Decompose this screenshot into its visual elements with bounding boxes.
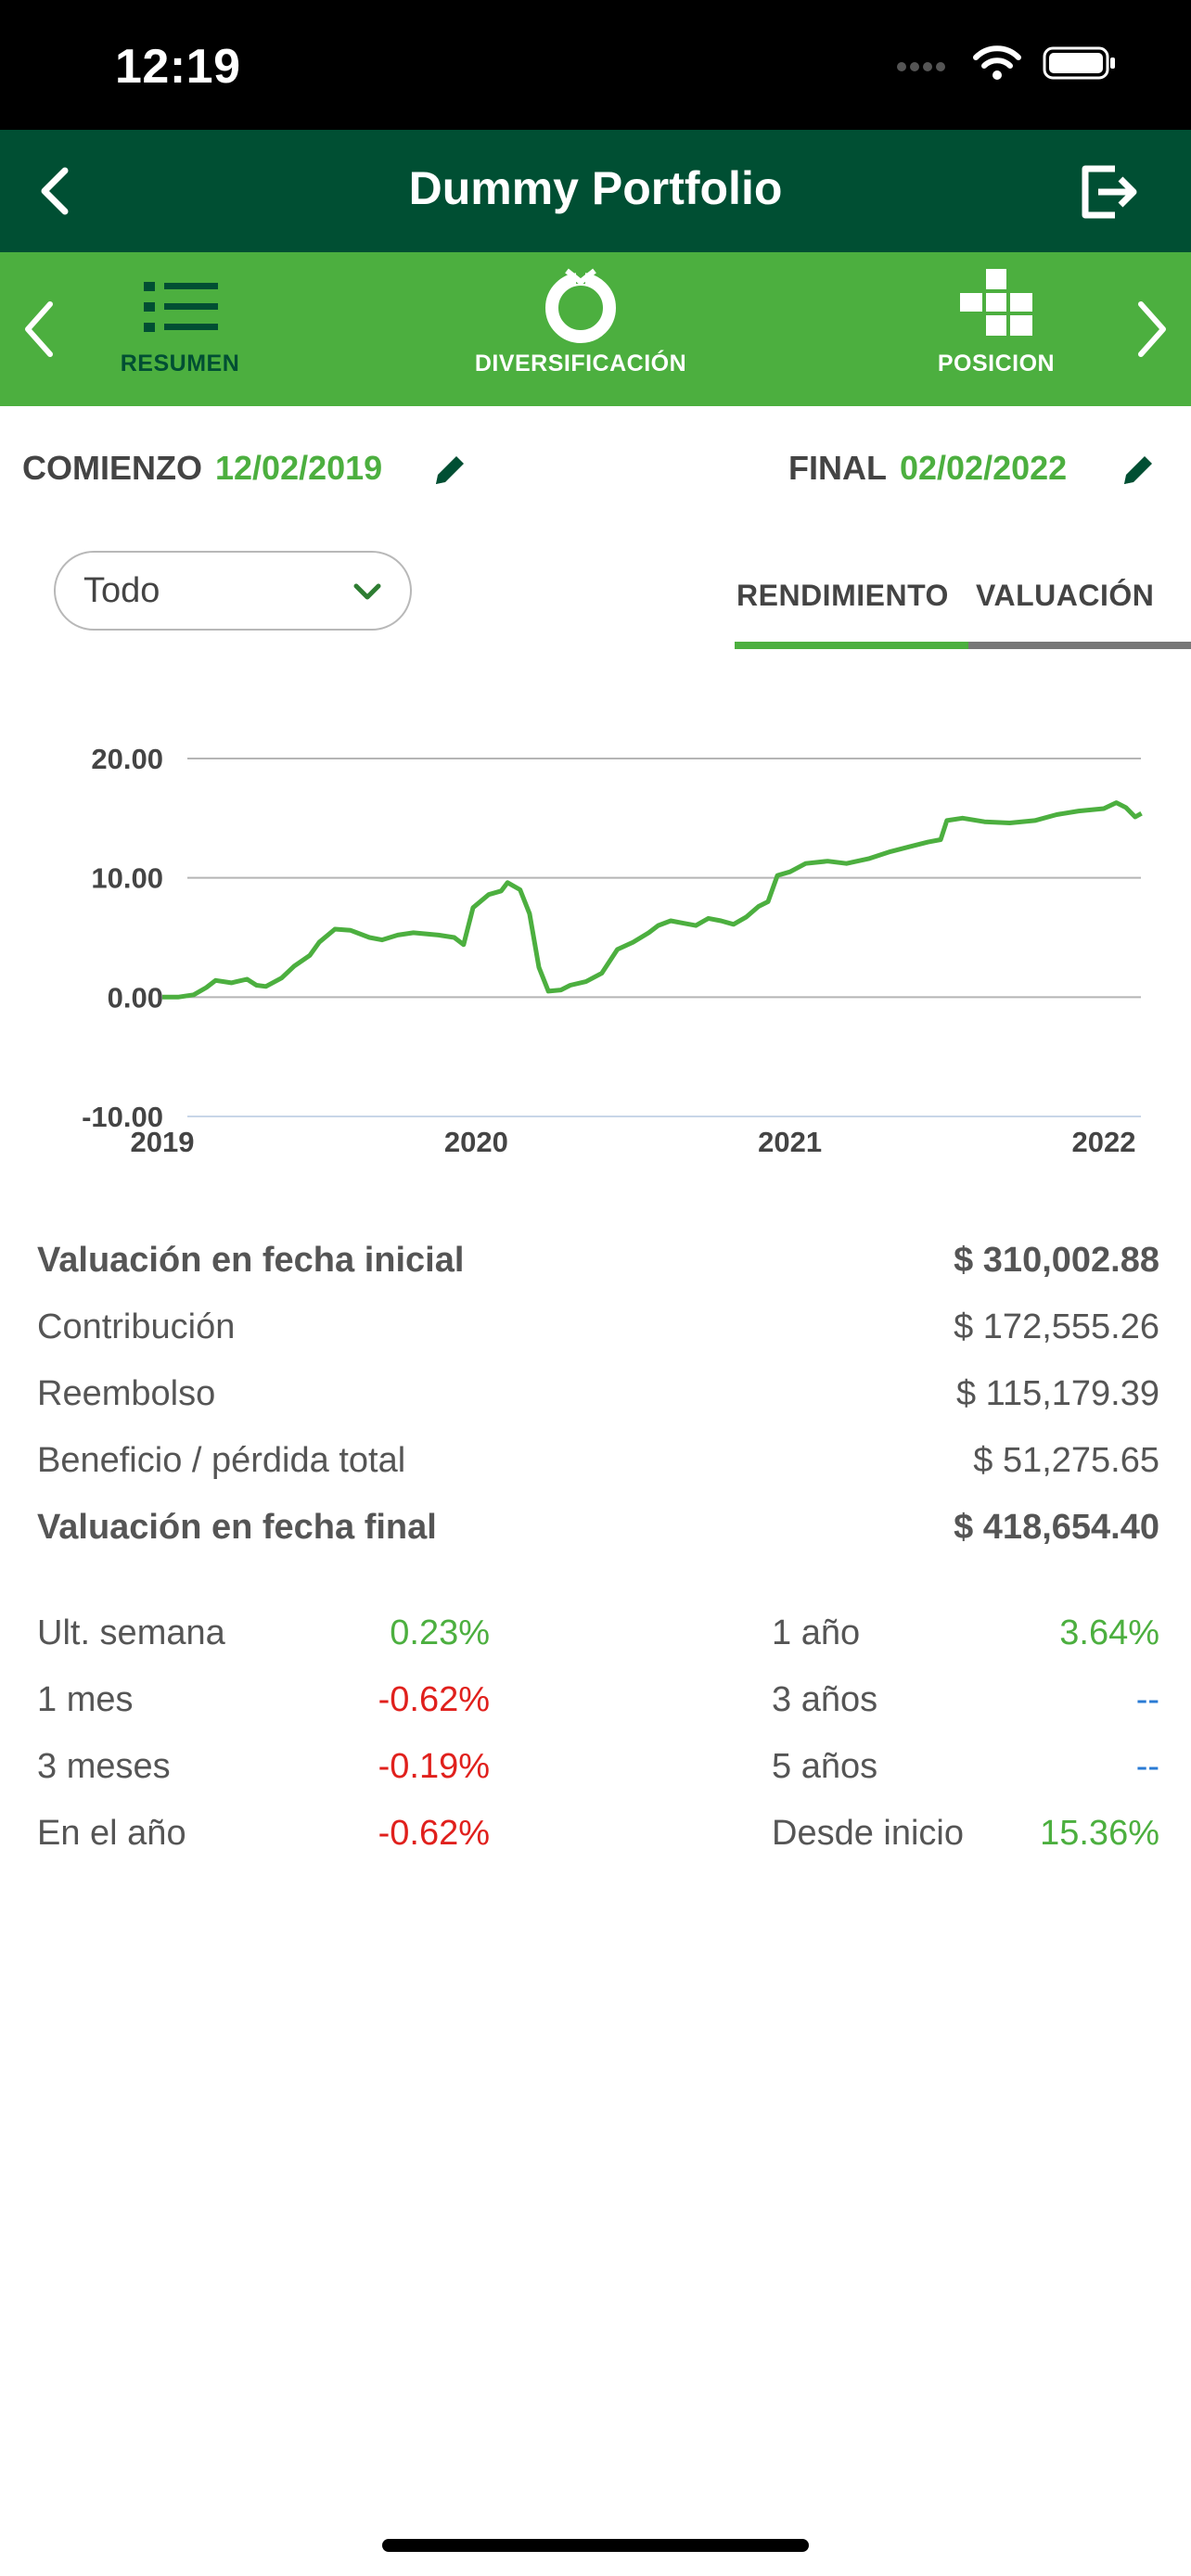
- summary-value: $ 418,654.40: [954, 1508, 1159, 1547]
- app-header: Dummy Portfolio: [0, 130, 1191, 252]
- returns-left-value: -0.19%: [378, 1747, 490, 1786]
- returns-right-value: 3.64%: [1059, 1613, 1159, 1652]
- y-tick-label: 0.00: [108, 981, 163, 1014]
- tab-resumen[interactable]: RESUMEN: [41, 265, 319, 377]
- start-date-label: COMIENZO: [22, 449, 202, 487]
- summary-label: Valuación en fecha inicial: [37, 1241, 465, 1280]
- x-tick-label: 2022: [1072, 1126, 1136, 1158]
- summary-label: Valuación en fecha final: [37, 1508, 437, 1547]
- returns-right-label: 3 años: [772, 1680, 878, 1719]
- summary-label: Contribución: [37, 1307, 236, 1346]
- next-tab-arrow-icon[interactable]: [1128, 297, 1174, 362]
- tab-rendimiento[interactable]: RENDIMIENTO: [736, 579, 949, 612]
- edit-start-date-pencil-icon[interactable]: [429, 451, 469, 491]
- returns-left-label: 3 meses: [37, 1747, 171, 1786]
- view-tabs: RENDIMIENTO VALUACIÓN: [735, 575, 1191, 649]
- signal-icon: [897, 62, 945, 71]
- returns-left-label: En el año: [37, 1814, 186, 1853]
- tab-valuacion[interactable]: VALUACIÓN: [976, 579, 1155, 612]
- summary-row: Beneficio / pérdida total $ 51,275.65: [37, 1434, 1159, 1500]
- end-date: FINAL 02/02/2022: [788, 449, 1067, 488]
- returns-left-value: -0.62%: [378, 1680, 490, 1719]
- returns-left-label: Ult. semana: [37, 1613, 225, 1652]
- summary-row: Reembolso $ 115,179.39: [37, 1367, 1159, 1434]
- summary-row: Valuación en fecha final $ 418,654.40: [37, 1500, 1159, 1567]
- page-title: Dummy Portfolio: [408, 162, 783, 214]
- logout-icon[interactable]: [1078, 159, 1143, 224]
- end-date-label: FINAL: [788, 449, 887, 487]
- x-tick-label: 2020: [444, 1126, 508, 1158]
- section-tab-bar: RESUMEN DIVERSIFICACIÓN POSICION: [0, 252, 1191, 406]
- returns-grid: Ult. semana 0.23% 1 año 3.64% 1 mes -0.62% 3 a…: [37, 1613, 1159, 1881]
- x-tick-label: 2019: [131, 1126, 195, 1158]
- prev-tab-arrow-icon[interactable]: [17, 297, 63, 362]
- returns-row: En el año -0.62% Desde inicio 15.36%: [37, 1814, 1159, 1881]
- date-range-row: COMIENZO 12/02/2019 FINAL 02/02/2022: [0, 436, 1191, 501]
- active-tab-indicator: [735, 642, 968, 649]
- valuation-summary: Valuación en fecha inicial $ 310,002.88 Co…: [37, 1233, 1159, 1567]
- returns-right-value: 15.36%: [1040, 1814, 1159, 1853]
- return-series-line: [162, 800, 1143, 1000]
- y-tick-label: -10.00: [82, 1101, 163, 1133]
- start-date-value[interactable]: 12/02/2019: [215, 449, 383, 487]
- summary-value: $ 172,555.26: [954, 1307, 1159, 1346]
- summary-row: Contribución $ 172,555.26: [37, 1300, 1159, 1367]
- start-date: COMIENZO 12/02/2019: [22, 449, 382, 488]
- returns-row: 3 meses -0.19% 5 años --: [37, 1747, 1159, 1814]
- summary-value: $ 310,002.88: [954, 1241, 1159, 1280]
- tab-diversificacion[interactable]: DIVERSIFICACIÓN: [442, 265, 720, 377]
- returns-right-value: --: [1135, 1747, 1159, 1786]
- inactive-tab-indicator: [968, 642, 1191, 649]
- filter-selected-value: Todo: [83, 571, 160, 610]
- returns-left-label: 1 mes: [37, 1680, 134, 1719]
- status-time: 12:19: [115, 40, 241, 94]
- chevron-down-icon: [353, 583, 381, 600]
- summary-row: Valuación en fecha inicial $ 310,002.88: [37, 1233, 1159, 1300]
- returns-right-label: 1 año: [772, 1613, 861, 1652]
- returns-right-value: --: [1135, 1680, 1159, 1719]
- summary-value: $ 51,275.65: [973, 1441, 1159, 1480]
- returns-right-label: 5 años: [772, 1747, 878, 1786]
- y-tick-label: 20.00: [91, 743, 163, 775]
- blocks-icon: [960, 269, 1032, 336]
- list-icon: [144, 282, 218, 332]
- summary-label: Reembolso: [37, 1374, 216, 1413]
- status-bar: 12:19: [0, 0, 1191, 130]
- y-tick-label: 10.00: [91, 862, 163, 895]
- home-indicator: [382, 2539, 809, 2552]
- battery-icon: [1043, 46, 1115, 80]
- end-date-value[interactable]: 02/02/2022: [899, 449, 1068, 487]
- returns-right-label: Desde inicio: [772, 1814, 964, 1853]
- returns-left-value: 0.23%: [390, 1613, 490, 1652]
- donut-icon: [545, 268, 616, 343]
- status-icons: [896, 45, 1117, 82]
- back-icon[interactable]: [30, 163, 85, 219]
- tab-label-posicion: POSICION: [937, 351, 1056, 376]
- x-tick-label: 2021: [758, 1126, 822, 1158]
- tab-label-diversificacion: DIVERSIFICACIÓN: [474, 351, 687, 376]
- returns-row: Ult. semana 0.23% 1 año 3.64%: [37, 1613, 1159, 1680]
- tab-posicion[interactable]: POSICION: [857, 265, 1135, 377]
- wifi-icon: [973, 45, 1021, 80]
- summary-value: $ 115,179.39: [955, 1374, 1159, 1413]
- filter-dropdown[interactable]: Todo: [54, 551, 412, 631]
- tab-label-resumen: RESUMEN: [120, 351, 240, 376]
- returns-left-value: -0.62%: [378, 1814, 490, 1853]
- returns-row: 1 mes -0.62% 3 años --: [37, 1680, 1159, 1747]
- summary-label: Beneficio / pérdida total: [37, 1441, 406, 1480]
- edit-end-date-pencil-icon[interactable]: [1117, 451, 1158, 491]
